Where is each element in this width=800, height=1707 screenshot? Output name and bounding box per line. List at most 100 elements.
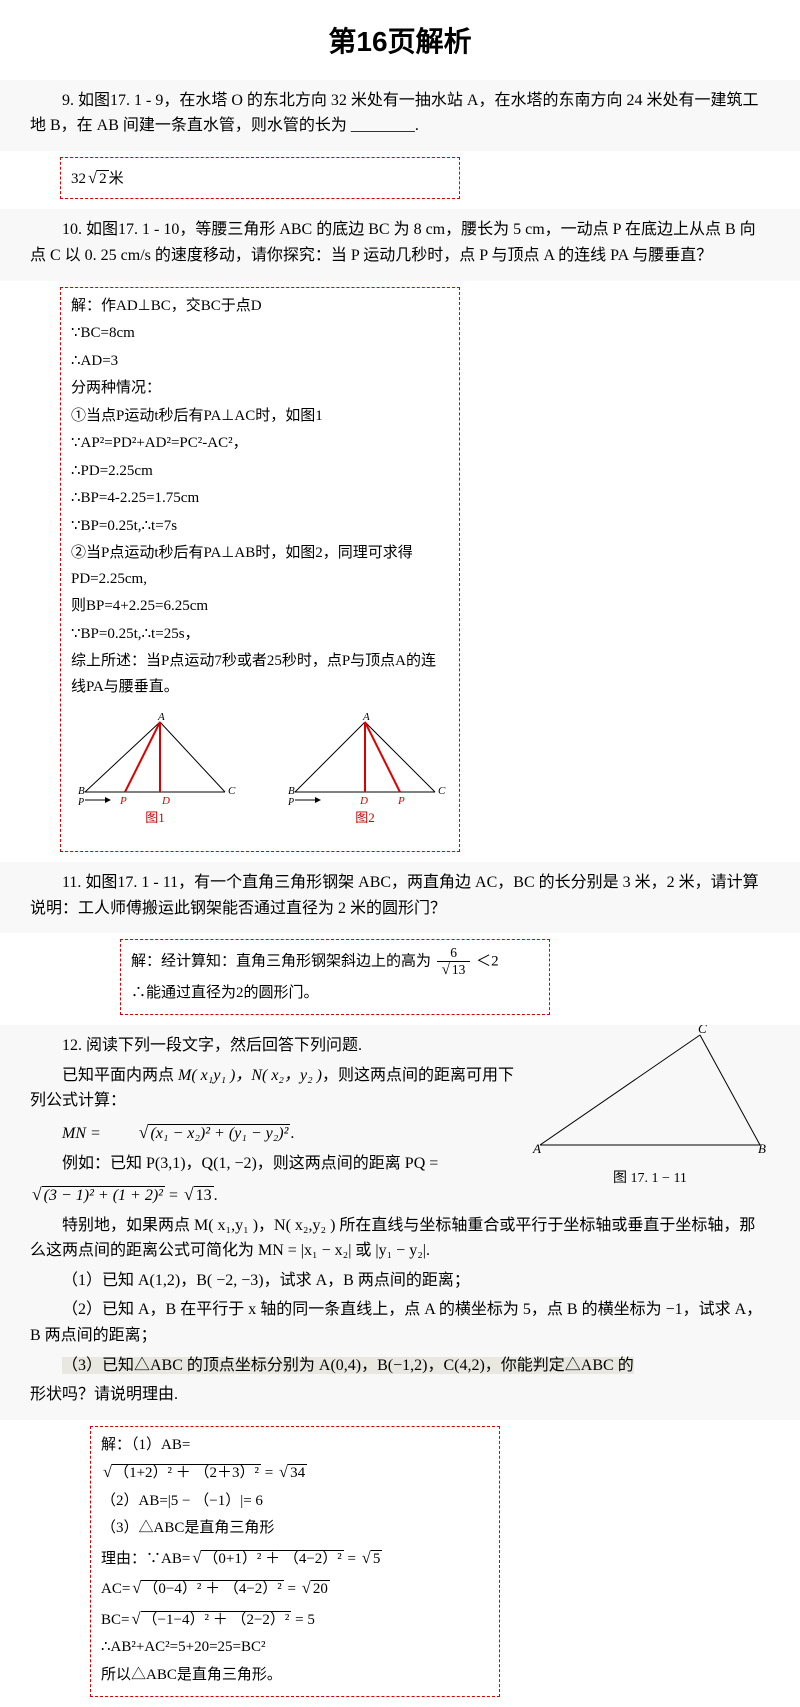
page-title: 第16页解析 <box>0 0 800 80</box>
problem-10-text: 10. 如图17. 1 - 10，等腰三角形 ABC 的底边 BC 为 8 cm… <box>30 217 770 268</box>
triangle-11-svg: C A B <box>530 1025 770 1155</box>
p12-ex-rad1: (3 − 1)² + (1 + 2)² <box>42 1186 165 1204</box>
a12-l1-rad: （1+2）² ＋ （2＋3）² <box>112 1464 261 1481</box>
sqrt-icon: 20 <box>300 1574 330 1603</box>
sqrt-icon: （1+2）² ＋ （2＋3）² <box>101 1458 261 1487</box>
sqrt-icon: (x₁ − x₂)² + (y₁ − y₂)² <box>105 1118 291 1147</box>
p12-q3-hl: （3）已知△ABC 的顶点坐标分别为 A(0,4)，B(−1,2)，C(4,2)… <box>62 1357 634 1374</box>
p12-mn: MN = <box>62 1125 101 1142</box>
svg-text:P: P <box>397 795 405 807</box>
a12-l4: 理由：∵AB= （0+1）² ＋ （4−2）² = 5 <box>101 1544 489 1573</box>
svg-text:D: D <box>161 795 170 807</box>
p12-ex-pre: 例如：已知 P(3,1)，Q(1, −2)，则这两点间的距离 PQ = <box>62 1155 438 1172</box>
a12-l6: BC= （−1−4）² ＋ （2−2）² = 5 <box>101 1605 489 1634</box>
a10-l7: ∴BP=4-2.25=1.75cm <box>71 486 449 512</box>
answer-9-prefix: 32 <box>71 171 86 187</box>
svg-text:B: B <box>758 1141 766 1155</box>
a10-l2: ∴AD=3 <box>71 349 449 375</box>
svg-text:A: A <box>532 1141 541 1155</box>
a12-l6-pre: BC= <box>101 1612 129 1628</box>
a12-l4-eq: = <box>344 1551 360 1567</box>
figure-2: A B C D P P 图2 <box>280 712 450 831</box>
p12-ex-mid: = <box>165 1187 182 1204</box>
a12-l5: AC= （0−4）² ＋ （4−2）² = 20 <box>101 1574 489 1603</box>
a11-post: ＜2 <box>476 954 499 970</box>
a11-l1: 解：经计算知：直角三角形钢架斜边上的高为 6 13 ＜2 <box>131 946 539 978</box>
triangle-2-svg: A B C D P P <box>280 712 450 807</box>
sqrt-icon: 5 <box>360 1544 383 1573</box>
a12-l8: 所以△ABC是直角三角形。 <box>101 1663 489 1689</box>
svg-text:D: D <box>359 795 368 807</box>
problem-10: 10. 如图17. 1 - 10，等腰三角形 ABC 的底边 BC 为 8 cm… <box>0 209 800 280</box>
a12-l5-res: 20 <box>311 1580 330 1597</box>
p12-q3-end: 形状吗？请说明理由. <box>30 1382 770 1408</box>
p12-mn-rad: (x₁ − x₂)² + (y₁ − y₂)² <box>148 1124 290 1142</box>
answer-9-rad: 2 <box>97 170 109 187</box>
a12-l1-pre: 解：（1）AB= <box>101 1437 190 1453</box>
problem-11-text: 11. 如图17. 1 - 11，有一个直角三角形钢架 ABC，两直角边 AC，… <box>30 870 770 921</box>
svg-text:P: P <box>287 797 294 807</box>
answer-9-suffix: 米 <box>109 171 124 187</box>
svg-text:P: P <box>119 795 127 807</box>
a12-l5-pre: AC= <box>101 1581 130 1597</box>
svg-text:B: B <box>78 785 85 797</box>
a12-l2: （2）AB=|5 − （−1）|= 6 <box>101 1489 489 1515</box>
a12-l6-rad: （−1−4）² ＋ （2−2）² <box>141 1611 292 1628</box>
a12-l4-rad: （0+1）² ＋ （4−2）² <box>201 1550 343 1567</box>
problem-11: 11. 如图17. 1 - 11，有一个直角三角形钢架 ABC，两直角边 AC，… <box>0 862 800 933</box>
p12-ex-end: . <box>214 1187 218 1204</box>
a10-l11: ∵BP=0.25t,∴t=25s， <box>71 622 449 648</box>
svg-text:A: A <box>362 712 370 723</box>
diagrams-row: A B C P D P 图1 A B C D P <box>71 702 449 843</box>
problem-9-text: 9. 如图17. 1 - 9，在水塔 O 的东北方向 32 米处有一抽水站 A，… <box>30 88 770 139</box>
a10-l0: 解：作AD⊥BC，交BC于点D <box>71 294 449 320</box>
frac-den-rad: 13 <box>450 961 468 977</box>
problem-9: 9. 如图17. 1 - 9，在水塔 O 的东北方向 32 米处有一抽水站 A，… <box>0 80 800 151</box>
a12-l5-rad: （0−4）² ＋ （4−2）² <box>141 1580 283 1597</box>
a10-l10: 则BP=4+2.25=6.25cm <box>71 594 449 620</box>
svg-text:C: C <box>228 785 236 797</box>
triangle-1-svg: A B C P D P <box>70 712 240 807</box>
frac-den: 13 <box>437 962 471 978</box>
sqrt-icon: （−1−4）² ＋ （2−2）² <box>129 1605 291 1634</box>
sqrt-icon: 2 <box>86 164 109 193</box>
side-figure-11: C A B 图 17. 1 − 11 <box>530 1025 770 1190</box>
svg-text:B: B <box>288 785 295 797</box>
svg-text:C: C <box>438 785 446 797</box>
svg-text:A: A <box>157 712 165 723</box>
a12-l7: ∴AB²+AC²=5+20=25=BC² <box>101 1635 489 1661</box>
answer-9: 32 2米 <box>60 157 460 200</box>
a10-l4: ①当点P运动t秒后有PA⊥AC时，如图1 <box>71 404 449 430</box>
sqrt-icon: （0+1）² ＋ （4−2）² <box>190 1544 343 1573</box>
a11-l2: ∴能通过直径为2的圆形门。 <box>131 981 539 1007</box>
a10-l3: 分两种情况： <box>71 376 449 402</box>
svg-text:P: P <box>77 797 84 807</box>
a12-l5-eq: = <box>284 1581 300 1597</box>
svg-text:C: C <box>698 1025 707 1036</box>
a10-l6: ∴PD=2.25cm <box>71 459 449 485</box>
p12-mn-end: . <box>290 1125 294 1142</box>
p12-para2-pre: 已知平面内两点 <box>62 1067 178 1084</box>
frac-num: 6 <box>437 946 471 962</box>
a10-l9: ②当P点运动t秒后有PA⊥AB时，如图2，同理可求得PD=2.25cm, <box>71 541 449 592</box>
a12-l6-res: = 5 <box>291 1612 314 1628</box>
p12-ex-rad2: 13 <box>194 1186 214 1204</box>
p12-q2: （2）已知 A，B 在平行于 x 轴的同一条直线上，点 A 的横坐标为 5，点 … <box>30 1297 770 1348</box>
a12-l4-pre: 理由：∵AB= <box>101 1551 190 1567</box>
fig1-label: 图1 <box>70 807 240 829</box>
fig2-label: 图2 <box>280 807 450 829</box>
a12-l1: 解：（1）AB= （1+2）² ＋ （2＋3）² = 34 <box>101 1433 489 1487</box>
fraction: 6 13 <box>437 946 471 978</box>
figure-1: A B C P D P 图1 <box>70 712 240 831</box>
a10-l12: 综上所述：当P点运动7秒或者25秒时，点P与顶点A的连线PA与腰垂直。 <box>71 649 449 700</box>
a11-pre: 解：经计算知：直角三角形钢架斜边上的高为 <box>131 954 431 970</box>
answer-10: 解：作AD⊥BC，交BC于点D ∵BC=8cm ∴AD=3 分两种情况： ①当点… <box>60 287 460 853</box>
a12-l3: （3）△ABC是直角三角形 <box>101 1516 489 1542</box>
sqrt-icon: 34 <box>277 1458 307 1487</box>
a10-l5: ∵AP²=PD²+AD²=PC²-AC²， <box>71 431 449 457</box>
fig-caption: 图 17. 1 − 11 <box>530 1168 770 1190</box>
a12-l1-res: 34 <box>288 1464 307 1481</box>
p12-special: 特别地，如果两点 M( x₁,y₁ )，N( x₂,y₂ ) 所在直线与坐标轴重… <box>30 1213 770 1264</box>
sqrt-icon: (3 − 1)² + (1 + 2)² <box>30 1180 165 1209</box>
a12-l4-res: 5 <box>371 1550 383 1567</box>
